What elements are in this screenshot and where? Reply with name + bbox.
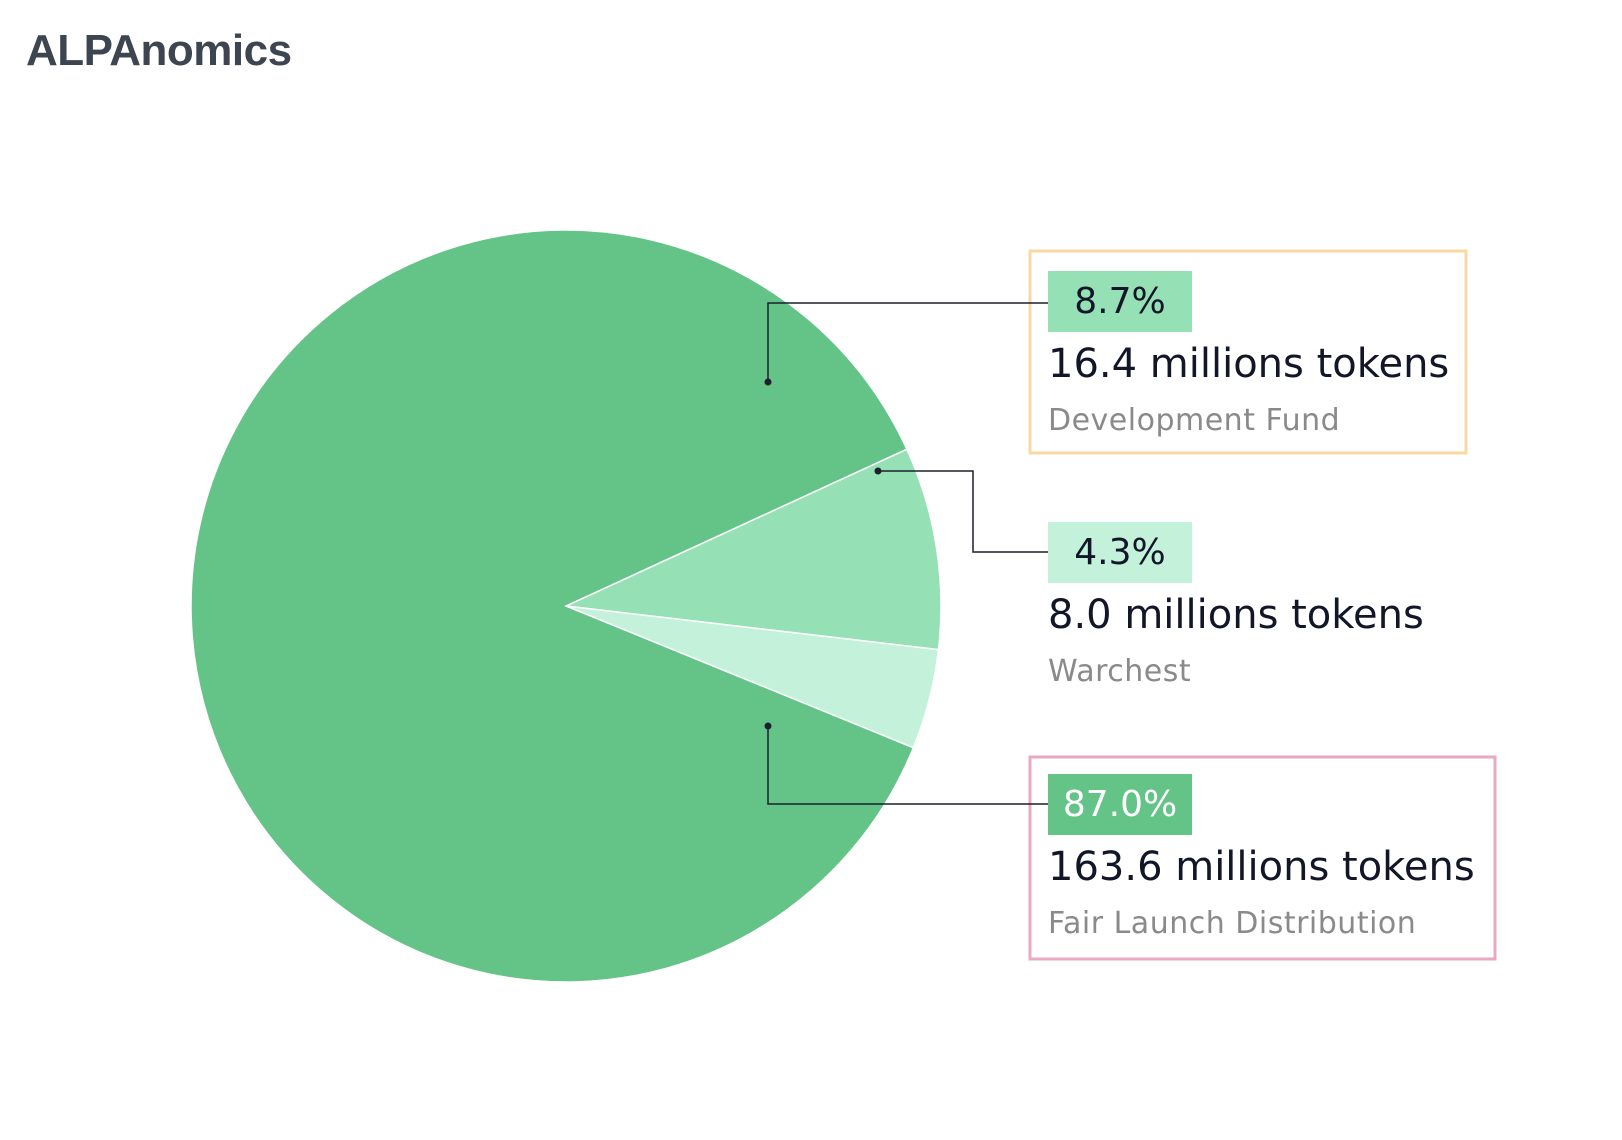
leader-dot	[874, 467, 882, 475]
leader-line	[767, 726, 1048, 805]
percent-badge: 4.3%	[1048, 522, 1192, 583]
category-name: Development Fund	[1048, 403, 1341, 438]
token-amount: 163.6 millions tokens	[1048, 844, 1475, 890]
pie-slice-development-fund	[563, 448, 942, 651]
leader-dot	[764, 722, 772, 730]
percent-badge: 87.0%	[1048, 774, 1192, 835]
highlight-box	[1028, 249, 1468, 455]
leader-line	[878, 470, 1048, 553]
highlight-boxes	[1028, 249, 1497, 961]
leader-line	[767, 302, 1048, 382]
token-amount: 8.0 millions tokens	[1048, 592, 1424, 638]
token-amount: 16.4 millions tokens	[1048, 341, 1450, 387]
pie-slices	[190, 229, 942, 983]
highlight-box	[1028, 755, 1497, 961]
leader-dot	[764, 378, 772, 386]
pie-slice-fair-launch-distribution	[190, 229, 915, 983]
category-name: Fair Launch Distribution	[1048, 906, 1417, 941]
percent-badge: 8.7%	[1048, 271, 1192, 332]
leader-lines	[764, 302, 1048, 805]
chart-title: ALPAnomics	[26, 26, 292, 75]
category-name: Warchest	[1048, 654, 1192, 689]
